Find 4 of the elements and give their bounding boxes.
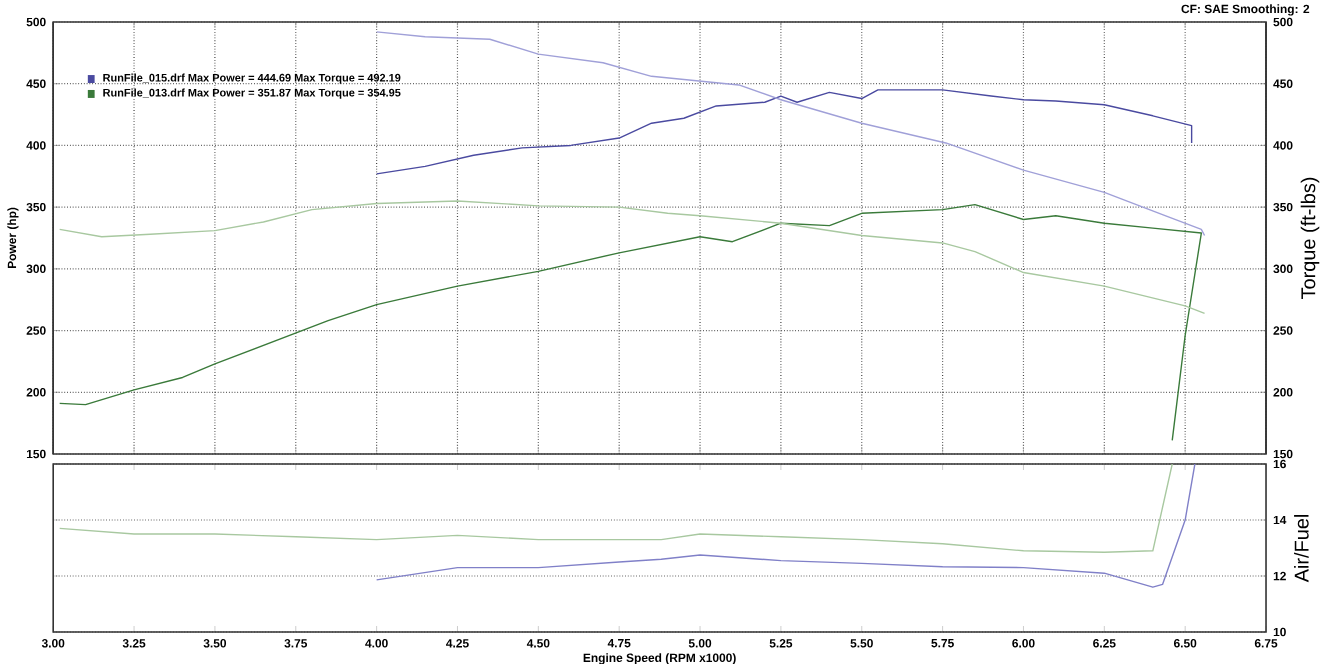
y2-axis-title: Air/Fuel: [1294, 515, 1309, 583]
y2-axis-title: Torque (ft-lbs): [1300, 177, 1320, 300]
line-series: [58, 200, 1206, 314]
line-series: [375, 464, 1196, 588]
